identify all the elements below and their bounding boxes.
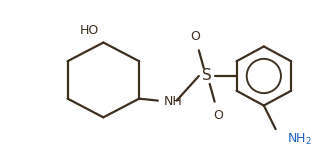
Text: O: O [214,109,223,122]
Text: O: O [190,30,200,43]
Text: NH: NH [164,95,183,108]
Text: S: S [202,69,212,84]
Text: HO: HO [80,24,100,37]
Text: NH$_2$: NH$_2$ [288,131,313,146]
